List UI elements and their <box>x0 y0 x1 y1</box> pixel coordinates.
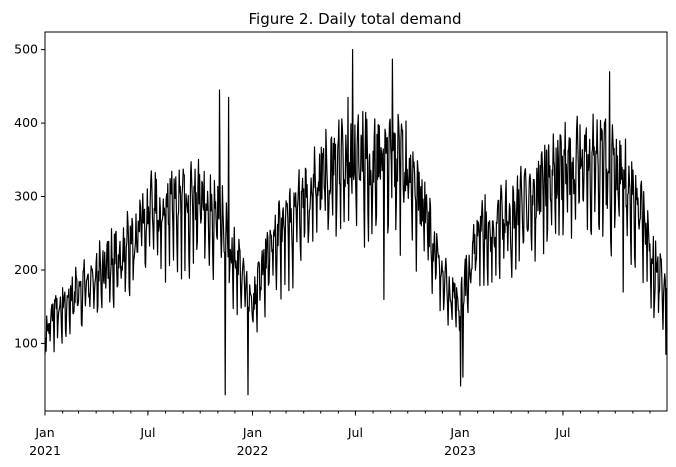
x-tick-label: Jan <box>242 425 262 440</box>
x-tick-year-label: 2022 <box>237 443 269 458</box>
y-tick-label: 200 <box>14 262 38 277</box>
series-line-daily-demand <box>44 49 668 396</box>
y-tick-label: 300 <box>14 189 38 204</box>
x-tick-year-label: 2023 <box>444 443 476 458</box>
plot-frame <box>44 31 668 412</box>
x-tick-label: Jan <box>449 425 469 440</box>
x-axis: Jan 2021 Jul Jan 2022 Jul Jan 2023 Jul <box>29 411 651 458</box>
y-axis: 100 200 300 400 500 <box>14 42 45 350</box>
y-tick-label: 500 <box>14 42 38 57</box>
chart-title: Figure 2. Daily total demand <box>248 10 461 28</box>
x-tick-year-label: 2021 <box>29 443 61 458</box>
x-tick-label: Jul <box>554 425 570 440</box>
series-group <box>44 49 668 396</box>
y-tick-label: 400 <box>14 115 38 130</box>
x-tick-label: Jul <box>139 425 155 440</box>
x-tick-label: Jul <box>347 425 363 440</box>
x-tick-label: Jan <box>34 425 54 440</box>
y-tick-label: 100 <box>14 335 38 350</box>
